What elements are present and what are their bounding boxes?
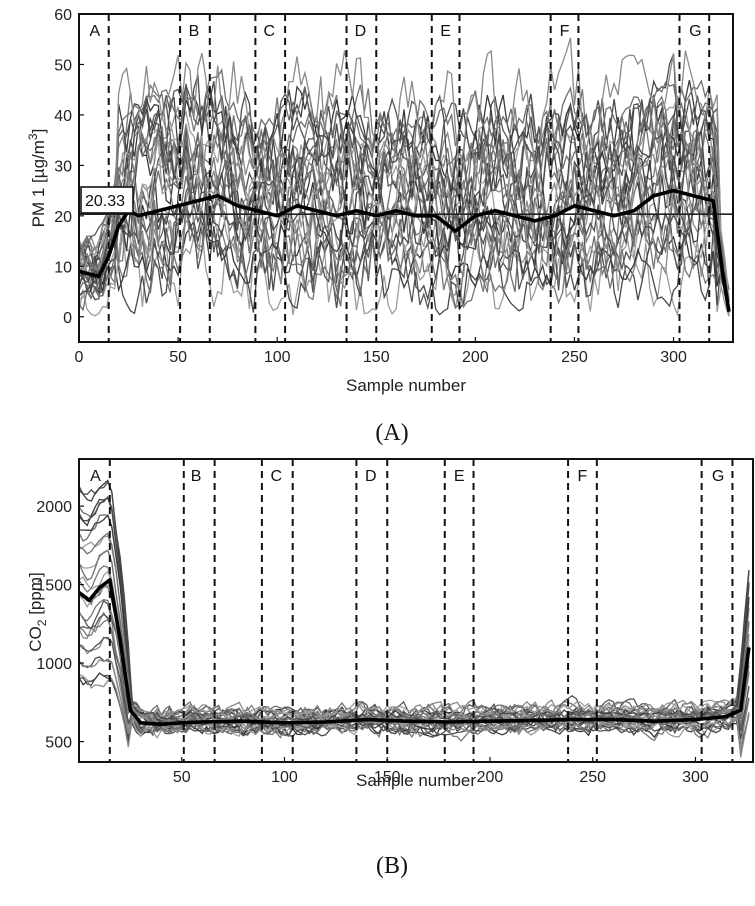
panel-a-region-labels: A B C D E F G xyxy=(90,23,702,40)
panel-b-chart: A B C D E F G 50 100 150 200 250 300 500 1000 1500 200… xyxy=(26,458,754,879)
panel-b-sensor-line xyxy=(78,565,750,722)
region-label-e: E xyxy=(454,468,465,485)
y-tick-label: 50 xyxy=(54,57,72,74)
panel-b-sensor-line xyxy=(78,514,750,731)
panel-a-callout-box xyxy=(80,186,134,214)
y-tick-label: 10 xyxy=(54,259,72,276)
x-tick-label: 250 xyxy=(579,769,606,786)
y-tick-label: 60 xyxy=(54,7,72,24)
panel-a-y-axis-label: PM 1 [µg/m3] xyxy=(26,129,48,228)
panel-b-sensor-line xyxy=(78,549,750,719)
region-label-b: B xyxy=(189,23,200,40)
panel-b-sensor-line xyxy=(78,480,750,736)
panel-a-caption: (A) xyxy=(375,420,408,446)
x-tick-label: 50 xyxy=(173,769,191,786)
panel-b-y-label-sub: 2 xyxy=(35,619,49,626)
panel-b-caption: (B) xyxy=(376,853,408,879)
region-label-b: B xyxy=(191,468,202,485)
panel-a-sensor-line xyxy=(78,174,730,309)
x-tick-label: 100 xyxy=(264,349,291,366)
region-label-d: D xyxy=(355,23,367,40)
panel-a-mean-line xyxy=(78,188,731,312)
region-label-f: F xyxy=(560,23,570,40)
panel-a-reference-callout: 20.33 xyxy=(80,186,134,214)
region-label-a: A xyxy=(90,23,101,40)
y-tick-label: 500 xyxy=(45,735,72,752)
panel-a-callout-value: 20.33 xyxy=(85,193,125,210)
panel-a-y-ticks: 0 10 20 30 40 50 60 xyxy=(54,7,84,327)
x-tick-label: 100 xyxy=(271,769,298,786)
panel-a-y-label-end: ] xyxy=(29,129,48,134)
y-tick-label: 1000 xyxy=(36,656,72,673)
region-label-g: G xyxy=(712,468,724,485)
x-tick-label: 50 xyxy=(169,349,187,366)
panel-b-sensor-line xyxy=(78,658,750,749)
panel-b-sensor-line xyxy=(78,479,750,721)
panel-b-x-ticks: 50 100 150 200 250 300 xyxy=(173,757,709,786)
panel-a-sensor-line xyxy=(78,219,730,314)
x-tick-label: 300 xyxy=(682,769,709,786)
panel-a-sensor-line xyxy=(78,108,730,312)
panel-b-sensor-line xyxy=(78,495,750,727)
panel-a-sensor-line xyxy=(78,167,730,311)
panel-b-sensor-line xyxy=(78,532,750,735)
panel-a-sensor-line xyxy=(78,120,730,302)
x-tick-label: 150 xyxy=(363,349,390,366)
panel-b-sensor-line xyxy=(78,514,750,722)
panel-b-x-axis-label: Sample number xyxy=(356,771,476,790)
panel-b-sensor-line xyxy=(78,599,750,728)
region-label-a: A xyxy=(90,468,101,485)
x-tick-label: 200 xyxy=(477,769,504,786)
y-tick-label: 30 xyxy=(54,158,72,175)
panel-b-mean-line xyxy=(77,578,751,727)
x-tick-label: 150 xyxy=(374,769,401,786)
panel-b-sensor-lines xyxy=(78,479,750,758)
panel-b-y-label-end: [ppm] xyxy=(26,572,45,619)
region-label-d: D xyxy=(365,468,377,485)
region-label-f: F xyxy=(578,468,588,485)
y-tick-label: 2000 xyxy=(36,499,72,516)
x-tick-label: 300 xyxy=(660,349,687,366)
panel-b-sensor-line xyxy=(78,497,750,723)
panel-b-y-label-main: CO xyxy=(26,626,45,652)
panel-b-sensor-line xyxy=(78,619,750,726)
region-label-e: E xyxy=(440,23,451,40)
panel-b-sensor-line xyxy=(78,636,750,732)
region-label-c: C xyxy=(263,23,275,40)
panel-a-x-axis-label: Sample number xyxy=(346,376,466,395)
panel-a-sensor-line xyxy=(78,79,730,307)
region-label-c: C xyxy=(270,468,282,485)
panel-b-y-ticks: 500 1000 1500 2000 xyxy=(36,499,84,752)
panel-a-sensor-line xyxy=(78,37,730,317)
panel-a-chart: A B C D E F G 0 50 100 150 200 250 300 0 10 20 30 40 50 60… xyxy=(26,7,734,446)
x-tick-label: 250 xyxy=(561,349,588,366)
panel-a-y-label-main: PM 1 [µg/m xyxy=(29,140,48,227)
panel-a-plot-frame xyxy=(78,13,734,343)
panel-b-boundary-lines xyxy=(108,459,734,762)
x-tick-label: 200 xyxy=(462,349,489,366)
y-tick-label: 20 xyxy=(54,209,72,226)
panel-b-sensor-line xyxy=(78,496,750,739)
y-tick-label: 40 xyxy=(54,108,72,125)
panel-a-sensor-line xyxy=(78,135,730,299)
region-label-g: G xyxy=(689,23,701,40)
panel-b-plot-frame xyxy=(78,458,754,763)
panel-b-sensor-line xyxy=(78,535,750,728)
panel-a-sensor-line xyxy=(78,103,730,299)
y-tick-label: 0 xyxy=(63,310,72,327)
panel-b-region-labels: A B C D E F G xyxy=(90,468,724,485)
panel-a-sensor-line xyxy=(78,68,730,314)
panel-a-x-ticks: 0 50 100 150 200 250 300 xyxy=(75,337,687,366)
y-tick-label: 1500 xyxy=(36,578,72,595)
panel-a-y-label-sup: 3 xyxy=(26,133,40,140)
panel-a-boundary-lines xyxy=(107,14,711,342)
panel-a-sensor-lines xyxy=(78,37,730,318)
panel-b-y-axis-label: CO2 [ppm] xyxy=(26,572,49,651)
x-tick-label: 0 xyxy=(75,349,84,366)
